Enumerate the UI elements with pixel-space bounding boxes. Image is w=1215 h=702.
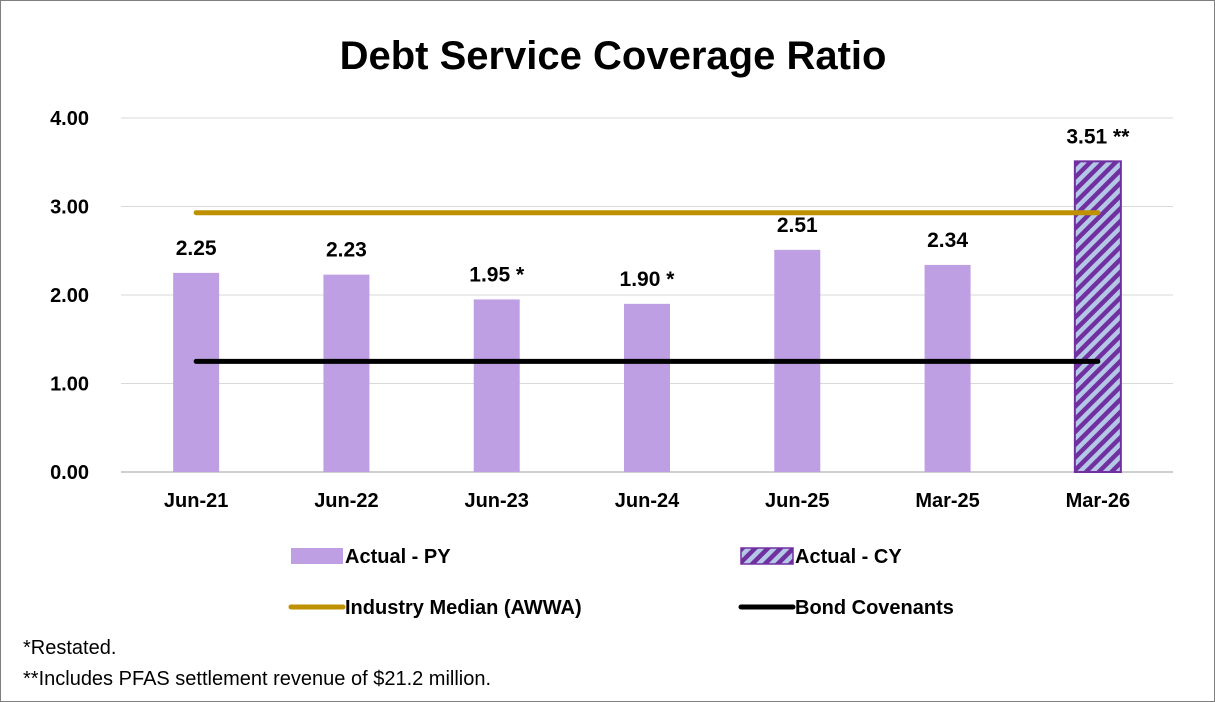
- x-tick-label: Mar-25: [915, 490, 979, 512]
- legend-label: Actual - PY: [345, 546, 451, 568]
- y-tick-label: 2.00: [50, 285, 89, 307]
- bar: [473, 299, 520, 472]
- data-label: 2.51: [777, 214, 818, 237]
- x-tick-label: Jun-25: [765, 490, 829, 512]
- legend-label: Actual - CY: [795, 546, 902, 568]
- legend-swatch: [291, 548, 343, 564]
- data-label: 1.90 *: [620, 268, 676, 291]
- data-label: 2.34: [927, 229, 968, 252]
- x-tick-label: Jun-24: [615, 490, 680, 512]
- data-label: 1.95 *: [469, 263, 525, 286]
- data-label: 3.51 **: [1066, 125, 1130, 148]
- footnote-restated: *Restated.: [23, 637, 117, 659]
- legend-swatch: [740, 547, 794, 565]
- legend: Actual - PY Actual - CY Industry Median (A…: [288, 546, 954, 619]
- x-tick-label: Mar-26: [1066, 490, 1130, 512]
- x-tick-label: Jun-22: [314, 490, 378, 512]
- y-tick-label: 3.00: [50, 197, 89, 219]
- data-label: 2.25: [176, 237, 217, 260]
- data-labels: 2.25 2.23 1.95 * 1.90 * 2.51 2.34 3.51 **: [176, 125, 1130, 290]
- x-tick-label: Jun-23: [464, 490, 528, 512]
- bar: [1073, 160, 1122, 474]
- bars: [173, 160, 1122, 474]
- y-tick-label: 4.00: [50, 108, 89, 130]
- y-tick-label: 1.00: [50, 374, 89, 396]
- legend-label: Industry Median (AWWA): [345, 597, 582, 619]
- y-axis: 0.00 1.00 2.00 3.00 4.00: [50, 108, 89, 484]
- y-tick-label: 0.00: [50, 462, 89, 484]
- legend-label: Bond Covenants: [795, 597, 954, 619]
- bar: [924, 264, 971, 472]
- x-tick-label: Jun-21: [164, 490, 228, 512]
- bar: [173, 272, 220, 472]
- reference-lines: [193, 210, 1101, 364]
- footnote-pfas: **Includes PFAS settlement revenue of $2…: [23, 668, 492, 690]
- bar: [323, 274, 370, 472]
- x-axis: Jun-21 Jun-22 Jun-23 Jun-24 Jun-25 Mar-25 Mar-…: [164, 490, 1130, 512]
- bar: [624, 303, 670, 472]
- chart-title: Debt Service Coverage Ratio: [340, 34, 887, 78]
- data-label: 2.23: [326, 239, 367, 262]
